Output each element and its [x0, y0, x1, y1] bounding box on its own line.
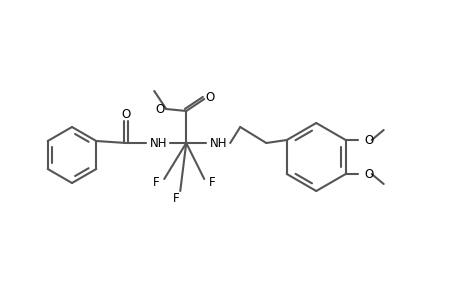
Text: O: O	[155, 103, 164, 116]
Text: F: F	[173, 193, 179, 206]
Text: NH: NH	[149, 136, 167, 149]
Text: NH: NH	[209, 136, 226, 149]
Text: O: O	[364, 134, 373, 146]
Text: O: O	[364, 167, 373, 181]
Text: O: O	[121, 107, 131, 121]
Text: F: F	[152, 176, 159, 188]
Text: F: F	[208, 176, 215, 188]
Text: O: O	[205, 91, 214, 103]
